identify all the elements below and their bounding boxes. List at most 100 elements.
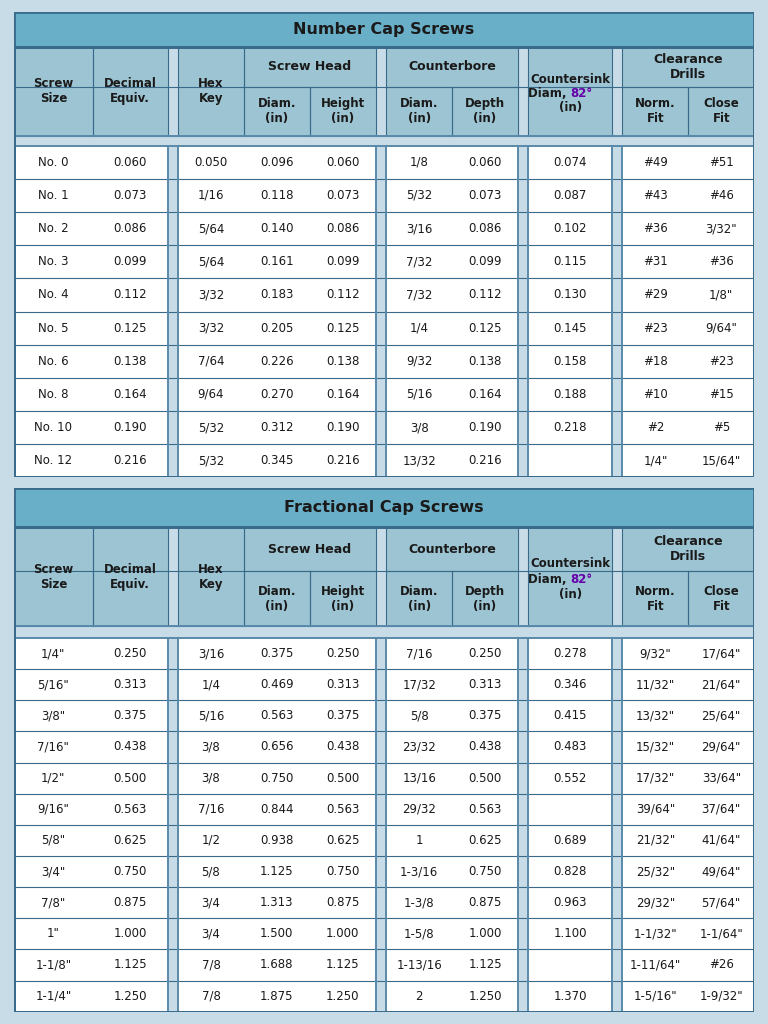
Bar xyxy=(376,981,386,1012)
Bar xyxy=(612,763,622,794)
Text: 1/4: 1/4 xyxy=(201,678,220,691)
Bar xyxy=(14,700,754,731)
Text: 0.656: 0.656 xyxy=(260,740,293,754)
Text: 5/64: 5/64 xyxy=(198,222,224,236)
Bar xyxy=(376,825,386,856)
Text: Decimal
Equiv.: Decimal Equiv. xyxy=(104,78,157,105)
Bar xyxy=(14,526,754,627)
Text: 82°: 82° xyxy=(570,87,592,100)
Bar xyxy=(612,887,622,919)
Text: Clearance
Drills: Clearance Drills xyxy=(654,536,723,563)
Bar xyxy=(612,949,622,981)
Text: #10: #10 xyxy=(643,388,667,400)
Text: 15/32": 15/32" xyxy=(636,740,675,754)
Text: (in): (in) xyxy=(558,101,581,114)
Bar xyxy=(14,949,754,981)
Text: 1.000: 1.000 xyxy=(468,928,502,940)
Text: 0.050: 0.050 xyxy=(194,156,227,169)
Bar xyxy=(612,47,622,135)
Bar xyxy=(518,311,528,345)
Text: Diam,: Diam, xyxy=(528,572,570,586)
Bar xyxy=(518,700,528,731)
Text: 3/8: 3/8 xyxy=(202,740,220,754)
Bar xyxy=(518,638,528,669)
Text: #36: #36 xyxy=(643,222,667,236)
Text: Depth
(in): Depth (in) xyxy=(465,585,505,613)
Text: 1/16: 1/16 xyxy=(197,189,224,202)
Text: 0.689: 0.689 xyxy=(554,834,587,847)
Text: #31: #31 xyxy=(643,255,667,268)
Text: 0.750: 0.750 xyxy=(260,772,293,784)
Bar xyxy=(612,526,622,627)
Bar xyxy=(612,179,622,212)
Bar xyxy=(14,794,754,825)
Text: 25/64": 25/64" xyxy=(702,710,741,722)
Bar xyxy=(376,887,386,919)
Bar xyxy=(376,794,386,825)
Text: 0.112: 0.112 xyxy=(468,289,502,301)
Bar xyxy=(14,135,754,145)
Text: 17/32": 17/32" xyxy=(636,772,675,784)
Bar xyxy=(518,411,528,444)
Bar xyxy=(376,411,386,444)
Text: 0.216: 0.216 xyxy=(468,455,502,467)
Text: 1-1/32": 1-1/32" xyxy=(634,928,677,940)
Bar xyxy=(376,47,386,135)
Text: 1-1/8": 1-1/8" xyxy=(35,958,71,972)
Text: 0.125: 0.125 xyxy=(468,322,502,335)
Bar xyxy=(612,919,622,949)
Bar xyxy=(167,245,178,279)
Text: 5/16: 5/16 xyxy=(198,710,224,722)
Bar xyxy=(14,179,754,212)
Bar xyxy=(167,526,178,627)
Text: 3/4": 3/4" xyxy=(41,865,65,878)
Text: 0.844: 0.844 xyxy=(260,803,293,816)
Text: 7/16: 7/16 xyxy=(406,647,432,660)
Text: Clearance
Drills: Clearance Drills xyxy=(654,53,723,81)
Bar xyxy=(376,345,386,378)
Text: 0.438: 0.438 xyxy=(326,740,359,754)
Text: 11/32": 11/32" xyxy=(636,678,675,691)
Text: 21/64": 21/64" xyxy=(701,678,741,691)
Text: #26: #26 xyxy=(709,958,733,972)
Bar xyxy=(612,825,622,856)
Text: 0.625: 0.625 xyxy=(326,834,359,847)
Text: 5/16: 5/16 xyxy=(406,388,432,400)
Text: No. 12: No. 12 xyxy=(35,455,72,467)
Text: Screw
Size: Screw Size xyxy=(33,78,74,105)
Text: #18: #18 xyxy=(643,354,667,368)
Text: 1/8: 1/8 xyxy=(409,156,429,169)
Bar xyxy=(14,311,754,345)
Text: 0.875: 0.875 xyxy=(326,896,359,909)
Text: 0.218: 0.218 xyxy=(554,421,587,434)
Bar xyxy=(518,378,528,411)
Text: 9/64: 9/64 xyxy=(197,388,224,400)
Text: No. 2: No. 2 xyxy=(38,222,68,236)
Text: 1-13/16: 1-13/16 xyxy=(396,958,442,972)
Bar xyxy=(518,981,528,1012)
Text: 1": 1" xyxy=(47,928,60,940)
Text: 1: 1 xyxy=(415,834,423,847)
Text: 0.250: 0.250 xyxy=(114,647,147,660)
Bar xyxy=(14,627,754,638)
Text: Height
(in): Height (in) xyxy=(320,97,365,125)
Text: 1.250: 1.250 xyxy=(114,989,147,1002)
Text: Countersink: Countersink xyxy=(530,73,611,86)
Text: 17/64": 17/64" xyxy=(701,647,741,660)
Bar xyxy=(167,311,178,345)
Bar xyxy=(518,444,528,477)
Bar xyxy=(376,145,386,179)
Bar xyxy=(167,825,178,856)
Text: 0.563: 0.563 xyxy=(114,803,147,816)
Text: 17/32: 17/32 xyxy=(402,678,436,691)
Text: 0.130: 0.130 xyxy=(554,289,587,301)
Bar xyxy=(14,444,754,477)
Text: No. 4: No. 4 xyxy=(38,289,68,301)
Text: 0.086: 0.086 xyxy=(468,222,502,236)
Bar xyxy=(167,444,178,477)
Text: 0.164: 0.164 xyxy=(468,388,502,400)
Bar xyxy=(518,669,528,700)
Bar xyxy=(612,411,622,444)
Text: #15: #15 xyxy=(709,388,733,400)
Text: 1-9/32": 1-9/32" xyxy=(700,989,743,1002)
